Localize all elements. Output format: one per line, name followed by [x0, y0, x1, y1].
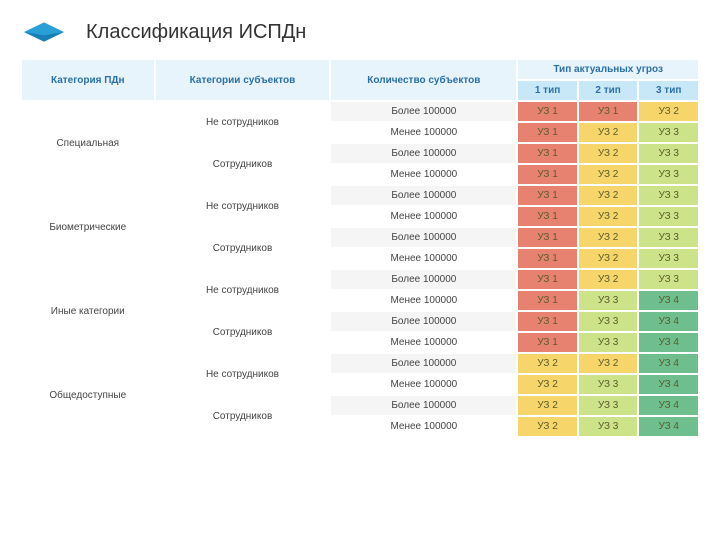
- qty-cell: Менее 100000: [330, 374, 517, 395]
- uz-cell: УЗ 1: [517, 269, 578, 290]
- uz-cell: УЗ 1: [517, 290, 578, 311]
- uz-cell: УЗ 2: [578, 143, 639, 164]
- page-title: Классификация ИСПДн: [86, 21, 306, 44]
- uz-cell: УЗ 2: [578, 185, 639, 206]
- uz-cell: УЗ 1: [517, 164, 578, 185]
- uz-cell: УЗ 3: [638, 248, 699, 269]
- qty-cell: Менее 100000: [330, 206, 517, 227]
- uz-cell: УЗ 3: [638, 269, 699, 290]
- classification-table: Категория ПДн Категории субъектов Количе…: [20, 58, 700, 438]
- uz-cell: УЗ 1: [517, 248, 578, 269]
- uz-cell: УЗ 2: [578, 269, 639, 290]
- uz-cell: УЗ 2: [578, 353, 639, 374]
- qty-cell: Более 100000: [330, 395, 517, 416]
- qty-cell: Более 100000: [330, 101, 517, 122]
- uz-cell: УЗ 1: [517, 101, 578, 122]
- col-subj-cat: Категории субъектов: [155, 59, 331, 101]
- logo-icon: [20, 16, 68, 48]
- qty-cell: Более 100000: [330, 353, 517, 374]
- uz-cell: УЗ 2: [517, 374, 578, 395]
- qty-cell: Менее 100000: [330, 122, 517, 143]
- uz-cell: УЗ 1: [517, 122, 578, 143]
- category-cell: Специальная: [21, 101, 155, 185]
- qty-cell: Более 100000: [330, 269, 517, 290]
- col-type1: 1 тип: [517, 80, 578, 101]
- uz-cell: УЗ 3: [578, 416, 639, 437]
- uz-cell: УЗ 3: [638, 143, 699, 164]
- subject-cell: Не сотрудников: [155, 269, 331, 311]
- uz-cell: УЗ 3: [578, 290, 639, 311]
- uz-cell: УЗ 2: [578, 164, 639, 185]
- subject-cell: Не сотрудников: [155, 353, 331, 395]
- col-pdn: Категория ПДн: [21, 59, 155, 101]
- uz-cell: УЗ 3: [638, 206, 699, 227]
- subject-cell: Сотрудников: [155, 395, 331, 437]
- col-type3: 3 тип: [638, 80, 699, 101]
- uz-cell: УЗ 2: [638, 101, 699, 122]
- qty-cell: Менее 100000: [330, 332, 517, 353]
- uz-cell: УЗ 4: [638, 290, 699, 311]
- col-threat: Тип актуальных угроз: [517, 59, 699, 80]
- qty-cell: Более 100000: [330, 143, 517, 164]
- subject-cell: Не сотрудников: [155, 185, 331, 227]
- uz-cell: УЗ 2: [578, 122, 639, 143]
- uz-cell: УЗ 3: [638, 164, 699, 185]
- uz-cell: УЗ 4: [638, 374, 699, 395]
- qty-cell: Менее 100000: [330, 290, 517, 311]
- uz-cell: УЗ 1: [517, 185, 578, 206]
- uz-cell: УЗ 2: [578, 206, 639, 227]
- uz-cell: УЗ 3: [578, 395, 639, 416]
- qty-cell: Более 100000: [330, 185, 517, 206]
- uz-cell: УЗ 4: [638, 395, 699, 416]
- qty-cell: Менее 100000: [330, 416, 517, 437]
- subject-cell: Сотрудников: [155, 143, 331, 185]
- uz-cell: УЗ 2: [517, 395, 578, 416]
- uz-cell: УЗ 4: [638, 416, 699, 437]
- uz-cell: УЗ 1: [578, 101, 639, 122]
- subject-cell: Сотрудников: [155, 227, 331, 269]
- category-cell: Общедоступные: [21, 353, 155, 437]
- qty-cell: Менее 100000: [330, 164, 517, 185]
- uz-cell: УЗ 1: [517, 143, 578, 164]
- uz-cell: УЗ 3: [638, 122, 699, 143]
- col-type2: 2 тип: [578, 80, 639, 101]
- qty-cell: Менее 100000: [330, 248, 517, 269]
- uz-cell: УЗ 2: [517, 353, 578, 374]
- qty-cell: Более 100000: [330, 311, 517, 332]
- uz-cell: УЗ 3: [578, 332, 639, 353]
- uz-cell: УЗ 1: [517, 227, 578, 248]
- uz-cell: УЗ 2: [517, 416, 578, 437]
- uz-cell: УЗ 2: [578, 227, 639, 248]
- qty-cell: Более 100000: [330, 227, 517, 248]
- col-subj-qty: Количество субъектов: [330, 59, 517, 101]
- uz-cell: УЗ 1: [517, 332, 578, 353]
- subject-cell: Сотрудников: [155, 311, 331, 353]
- uz-cell: УЗ 3: [638, 185, 699, 206]
- category-cell: Биометрические: [21, 185, 155, 269]
- uz-cell: УЗ 1: [517, 311, 578, 332]
- uz-cell: УЗ 4: [638, 311, 699, 332]
- uz-cell: УЗ 3: [578, 374, 639, 395]
- uz-cell: УЗ 4: [638, 332, 699, 353]
- uz-cell: УЗ 3: [578, 311, 639, 332]
- uz-cell: УЗ 4: [638, 353, 699, 374]
- subject-cell: Не сотрудников: [155, 101, 331, 143]
- category-cell: Иные категории: [21, 269, 155, 353]
- uz-cell: УЗ 1: [517, 206, 578, 227]
- uz-cell: УЗ 3: [638, 227, 699, 248]
- uz-cell: УЗ 2: [578, 248, 639, 269]
